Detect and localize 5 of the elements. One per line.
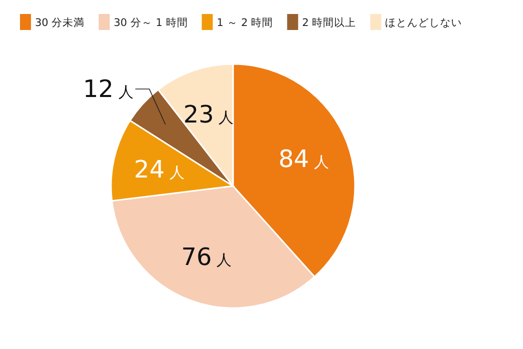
legend-label: 30 分～ 1 時間 (114, 16, 188, 29)
legend-label: 2 時間以上 (302, 16, 356, 29)
legend-label: 30 分未満 (35, 16, 85, 29)
legend-label: ほとんどしない (385, 17, 462, 29)
legend-label: 1 ～ 2 時間 (216, 16, 274, 29)
